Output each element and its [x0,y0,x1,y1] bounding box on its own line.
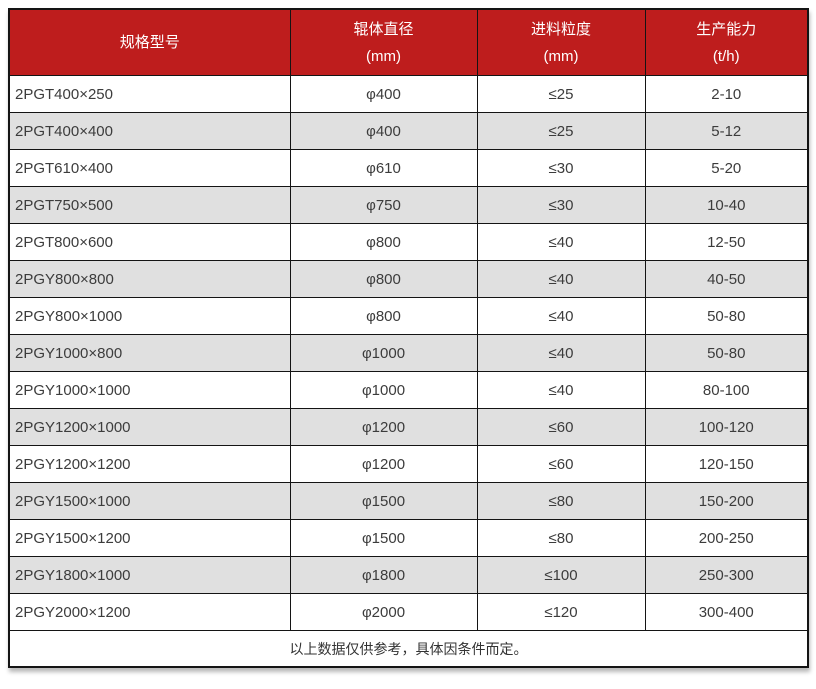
table-row: 2PGT800×600 φ800 ≤40 12-50 [8,223,809,261]
col-header-feed-size-unit: (mm) [543,47,579,65]
col-header-model-label: 规格型号 [119,34,180,51]
cell-capacity: 120-150 [644,445,809,483]
cell-model: 2PGY1500×1000 [8,482,291,520]
cell-roller-diameter: φ1800 [289,556,478,594]
table-row: 2PGY1800×1000 φ1800 ≤100 250-300 [8,556,809,594]
table-row: 2PGT400×400 φ400 ≤25 5-12 [8,112,809,150]
footnote-text: 以上数据仅供参考，具体因条件而定。 [8,630,809,668]
cell-roller-diameter: φ800 [289,260,478,298]
table-row: 2PGY1200×1200 φ1200 ≤60 120-150 [8,445,809,483]
col-header-feed-size-label: 进料粒度 [530,20,591,38]
cell-capacity: 150-200 [644,482,809,520]
cell-feed-size: ≤40 [476,334,646,372]
table-row: 2PGY1000×800 φ1000 ≤40 50-80 [8,334,809,372]
cell-model: 2PGT400×250 [8,75,291,113]
cell-roller-diameter: φ1000 [289,371,478,409]
table-row: 2PGT610×400 φ610 ≤30 5-20 [8,149,809,187]
table-row: 2PGT750×500 φ750 ≤30 10-40 [8,186,809,224]
cell-feed-size: ≤80 [476,519,646,557]
cell-model: 2PGY1500×1200 [8,519,291,557]
cell-roller-diameter: φ1200 [289,408,478,446]
cell-roller-diameter: φ610 [289,149,478,187]
col-header-capacity: 生产能力 (t/h) [644,8,809,76]
cell-feed-size: ≤25 [476,75,646,113]
col-header-capacity-unit: (t/h) [712,47,740,65]
cell-capacity: 300-400 [644,593,809,631]
table-row: 2PGY1200×1000 φ1200 ≤60 100-120 [8,408,809,446]
header-row: 规格型号 辊体直径 (mm) 进料粒度 (mm) 生产能力 (t/h) [8,8,809,76]
spec-table: 规格型号 辊体直径 (mm) 进料粒度 (mm) 生产能力 (t/h) 2PGT… [8,8,809,668]
cell-capacity: 40-50 [644,260,809,298]
cell-feed-size: ≤120 [476,593,646,631]
cell-roller-diameter: φ800 [289,223,478,261]
table-row: 2PGY800×1000 φ800 ≤40 50-80 [8,297,809,335]
cell-model: 2PGY800×800 [8,260,291,298]
table-row: 2PGY1000×1000 φ1000 ≤40 80-100 [8,371,809,409]
cell-roller-diameter: φ750 [289,186,478,224]
cell-capacity: 80-100 [644,371,809,409]
cell-model: 2PGT750×500 [8,186,291,224]
col-header-roller-diameter-unit: (mm) [366,47,401,65]
cell-roller-diameter: φ1500 [289,482,478,520]
cell-capacity: 100-120 [644,408,809,446]
cell-capacity: 250-300 [644,556,809,594]
table-row: 2PGT400×250 φ400 ≤25 2-10 [8,75,809,113]
cell-model: 2PGY2000×1200 [8,593,291,631]
table-row: 2PGY800×800 φ800 ≤40 40-50 [8,260,809,298]
cell-model: 2PGT400×400 [8,112,291,150]
cell-feed-size: ≤30 [476,149,646,187]
cell-feed-size: ≤100 [476,556,646,594]
col-header-roller-diameter-label: 辊体直径 [353,20,414,38]
table-row: 2PGY1500×1000 φ1500 ≤80 150-200 [8,482,809,520]
cell-feed-size: ≤60 [476,408,646,446]
col-header-capacity-label: 生产能力 [696,20,757,38]
cell-roller-diameter: φ1200 [289,445,478,483]
cell-capacity: 12-50 [644,223,809,261]
col-header-feed-size: 进料粒度 (mm) [476,8,646,76]
cell-feed-size: ≤40 [476,371,646,409]
cell-capacity: 10-40 [644,186,809,224]
table-row: 2PGY2000×1200 φ2000 ≤120 300-400 [8,593,809,631]
cell-model: 2PGY1200×1000 [8,408,291,446]
cell-roller-diameter: φ800 [289,297,478,335]
spec-table-body: 2PGT400×250 φ400 ≤25 2-10 2PGT400×400 φ400 ≤25… [8,75,809,631]
cell-feed-size: ≤40 [476,223,646,261]
cell-feed-size: ≤25 [476,112,646,150]
cell-feed-size: ≤40 [476,297,646,335]
cell-capacity: 50-80 [644,297,809,335]
footnote-row: 以上数据仅供参考，具体因条件而定。 [8,630,809,668]
cell-model: 2PGY1000×800 [8,334,291,372]
cell-capacity: 200-250 [644,519,809,557]
cell-feed-size: ≤30 [476,186,646,224]
cell-model: 2PGT610×400 [8,149,291,187]
cell-roller-diameter: φ1500 [289,519,478,557]
cell-capacity: 5-12 [644,112,809,150]
cell-model: 2PGY1800×1000 [8,556,291,594]
cell-roller-diameter: φ400 [289,75,478,113]
cell-capacity: 2-10 [644,75,809,113]
col-header-roller-diameter: 辊体直径 (mm) [289,8,478,76]
cell-roller-diameter: φ2000 [289,593,478,631]
cell-feed-size: ≤80 [476,482,646,520]
cell-feed-size: ≤60 [476,445,646,483]
cell-roller-diameter: φ1000 [289,334,478,372]
cell-model: 2PGY1200×1200 [8,445,291,483]
cell-feed-size: ≤40 [476,260,646,298]
col-header-model: 规格型号 [8,8,291,76]
cell-model: 2PGY1000×1000 [8,371,291,409]
cell-model: 2PGY800×1000 [8,297,291,335]
cell-capacity: 50-80 [644,334,809,372]
table-row: 2PGY1500×1200 φ1500 ≤80 200-250 [8,519,809,557]
cell-model: 2PGT800×600 [8,223,291,261]
cell-roller-diameter: φ400 [289,112,478,150]
cell-capacity: 5-20 [644,149,809,187]
